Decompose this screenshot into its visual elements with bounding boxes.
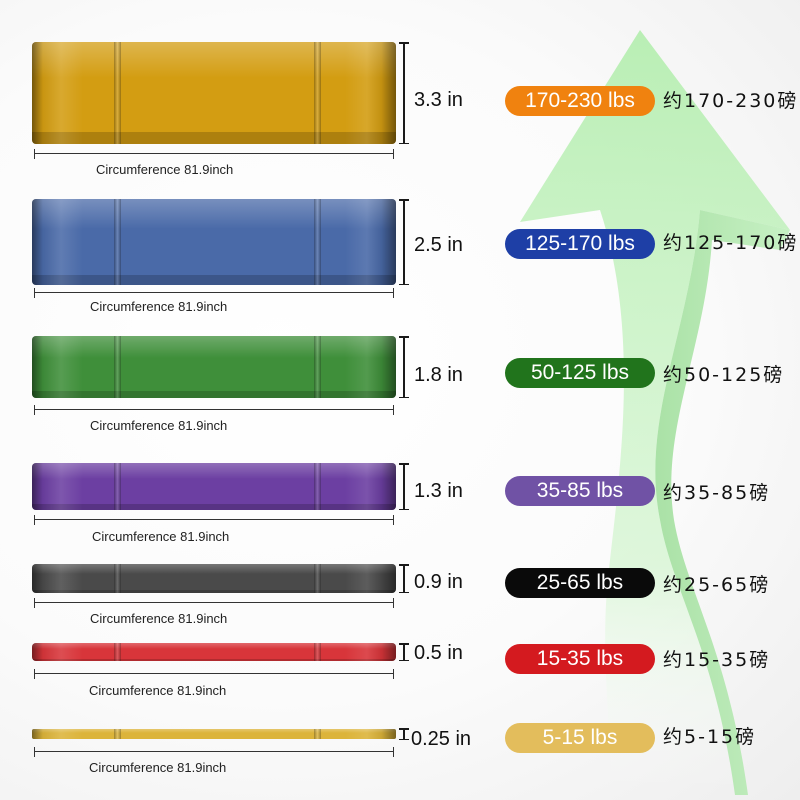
resistance-band-yellow	[32, 729, 396, 739]
thickness-dimension-line	[399, 199, 409, 285]
resistance-band-green	[32, 336, 396, 398]
circumference-label: Circumference 81.9inch	[89, 683, 227, 698]
circumference-label: Circumference 81.9inch	[92, 529, 230, 544]
resistance-pill: 5-15 lbs	[505, 723, 655, 753]
resistance-band-black	[32, 564, 396, 593]
band-thickness: 0.9 in	[414, 571, 463, 593]
circumference-dimension-line	[34, 405, 394, 415]
circumference-dimension-line	[34, 515, 394, 525]
circumference-label: Circumference 81.9inch	[90, 418, 228, 433]
circumference-dimension-line	[34, 747, 394, 757]
circumference-dimension-line	[34, 598, 394, 608]
approx-resistance-label: 约35-85磅	[663, 482, 771, 504]
resistance-pill: 15-35 lbs	[505, 644, 655, 674]
resistance-band-blue	[32, 199, 396, 285]
circumference-label: Circumference 81.9inch	[96, 162, 234, 177]
resistance-band-orange	[32, 42, 396, 144]
thickness-dimension-line	[399, 564, 409, 593]
thickness-dimension-line	[399, 728, 409, 740]
resistance-band-red	[32, 643, 396, 661]
approx-resistance-label: 约5-15磅	[663, 726, 757, 748]
resistance-pill: 125-170 lbs	[505, 229, 655, 259]
circumference-dimension-line	[34, 669, 394, 679]
band-thickness: 1.8 in	[414, 364, 463, 386]
thickness-dimension-line	[399, 643, 409, 661]
resistance-pill: 25-65 lbs	[505, 568, 655, 598]
band-thickness: 0.5 in	[414, 642, 463, 664]
thickness-dimension-line	[399, 42, 409, 144]
resistance-pill: 170-230 lbs	[505, 86, 655, 116]
thickness-dimension-line	[399, 336, 409, 398]
circumference-dimension-line	[34, 288, 394, 298]
approx-resistance-label: 约25-65磅	[663, 574, 771, 596]
circumference-label: Circumference 81.9inch	[89, 760, 227, 775]
approx-resistance-label: 约170-230磅	[663, 90, 799, 112]
band-thickness: 3.3 in	[414, 89, 463, 111]
circumference-label: Circumference 81.9inch	[90, 299, 228, 314]
band-thickness: 2.5 in	[414, 234, 463, 256]
approx-resistance-label: 约125-170磅	[663, 232, 799, 254]
circumference-label: Circumference 81.9inch	[90, 611, 228, 626]
band-thickness: 0.25 in	[411, 728, 472, 750]
thickness-dimension-line	[399, 463, 409, 510]
resistance-pill: 35-85 lbs	[505, 476, 655, 506]
band-thickness: 1.3 in	[414, 480, 463, 502]
circumference-dimension-line	[34, 149, 394, 159]
resistance-pill: 50-125 lbs	[505, 358, 655, 388]
approx-resistance-label: 约50-125磅	[663, 364, 785, 386]
resistance-band-purple	[32, 463, 396, 510]
approx-resistance-label: 约15-35磅	[663, 649, 771, 671]
